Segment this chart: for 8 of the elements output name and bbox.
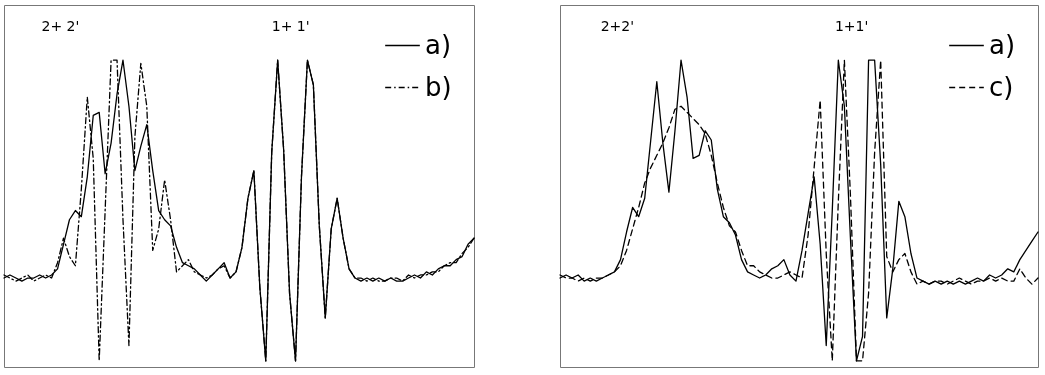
text: 2+ 2' — [41, 18, 80, 34]
text: 1+1' — [834, 18, 869, 34]
legend-label: a) — [425, 29, 452, 60]
text: 2+2' — [600, 18, 635, 34]
text: 1+ 1' — [271, 18, 310, 34]
legend-label: b) — [425, 71, 452, 102]
legend-label: a) — [989, 29, 1016, 60]
legend-label: c) — [989, 71, 1014, 102]
